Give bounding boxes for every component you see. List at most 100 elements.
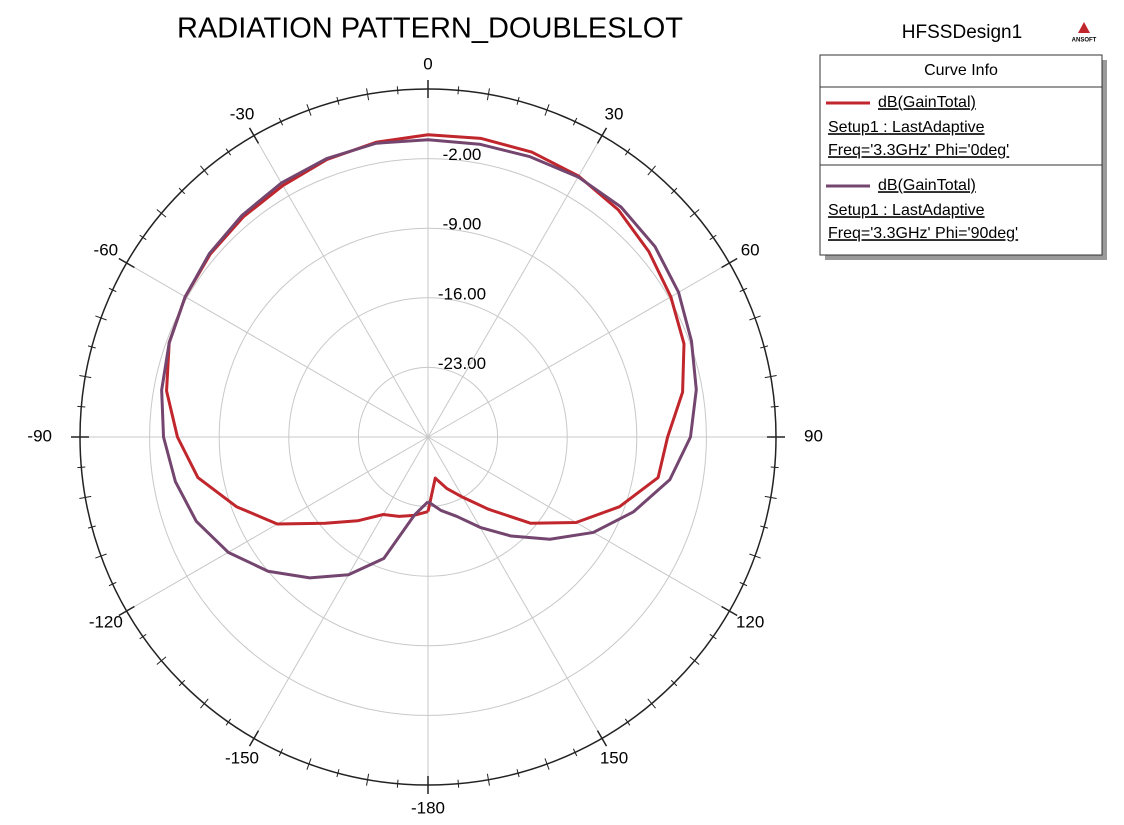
minor-tick [306,104,312,116]
minor-tick [77,405,86,408]
minor-tick [709,234,717,241]
angle-tick [248,730,260,747]
legend-label: dB(GainTotal) [878,177,976,194]
minor-tick [670,187,678,195]
minor-tick [366,88,370,101]
minor-tick [178,679,186,687]
minor-tick [647,698,656,709]
grid-spoke [427,436,603,739]
minor-tick [366,773,370,786]
minor-tick [764,375,777,379]
logo-text: ANSOFT [1072,38,1097,44]
minor-tick [200,165,209,176]
minor-tick [749,315,761,321]
grid-spoke [427,135,603,438]
minor-tick [516,769,520,778]
angle-tick [721,605,738,617]
logo-icon [1078,22,1090,33]
minor-tick [139,234,147,241]
angle-tick-label: 0 [423,54,432,73]
minor-tick [457,779,460,788]
minor-tick [95,315,107,321]
angle-tick [721,257,738,269]
minor-tick [544,758,550,770]
minor-tick [336,769,340,778]
minor-tick [709,633,717,640]
minor-tick [156,656,167,665]
minor-tick [770,405,779,408]
minor-tick [225,718,232,726]
minor-tick [739,581,748,587]
minor-tick [760,345,769,349]
minor-tick [764,495,777,499]
r-tick-label: -16.00 [438,284,486,303]
minor-tick [572,748,578,757]
legend-box [819,54,1103,256]
angle-tick-label: 120 [736,612,764,631]
angle-tick-label: 60 [741,240,760,259]
minor-tick [457,86,460,95]
minor-tick [486,773,490,786]
minor-tick [77,466,86,469]
legend-label: dB(GainTotal) [878,94,976,111]
minor-tick [108,287,117,293]
minor-tick [670,679,678,687]
minor-tick [139,633,147,640]
minor-tick [156,209,167,218]
legend-info: Freq='3.3GHz' Phi='90deg' [828,225,1018,242]
minor-tick [624,718,631,726]
minor-tick [647,165,656,176]
minor-tick [516,96,520,105]
angle-tick-label: 30 [605,104,624,123]
minor-tick [87,345,96,349]
minor-tick [95,553,107,559]
minor-tick [749,553,761,559]
angle-tick [596,127,608,144]
angle-tick [118,257,135,269]
angle-tick-label: -30 [230,104,255,123]
grid-spoke [427,436,730,612]
angle-tick-label: 150 [600,749,628,768]
angle-tick [248,127,260,144]
minor-tick [87,525,96,529]
minor-tick [79,495,92,499]
grid-spoke [126,262,429,438]
series-line [165,133,686,526]
minor-tick [689,209,700,218]
minor-tick [624,148,631,156]
minor-tick [486,88,490,101]
r-tick-label: -23.00 [438,354,486,373]
legend-title: Curve Info [924,62,998,79]
angle-tick-label: -150 [225,749,259,768]
minor-tick [689,656,700,665]
minor-tick [770,466,779,469]
angle-tick-label: -60 [94,240,119,259]
minor-tick [108,581,117,587]
minor-tick [739,287,748,293]
design-name: HFSSDesign1 [902,22,1022,43]
chart-title: RADIATION PATTERN_DOUBLESLOT [177,13,683,45]
r-tick-label: -2.00 [443,145,482,164]
minor-tick [278,748,284,757]
angle-tick [118,605,135,617]
minor-tick [572,117,578,126]
minor-tick [760,525,769,529]
r-tick-label: -9.00 [443,215,482,234]
minor-tick [336,96,340,105]
minor-tick [306,758,312,770]
angle-tick-label: 90 [804,426,823,445]
legend-info: Freq='3.3GHz' Phi='0deg' [828,142,1009,159]
minor-tick [79,375,92,379]
angle-tick-label: -90 [27,426,52,445]
legend-info: Setup1 : LastAdaptive [828,202,985,219]
angle-tick [596,730,608,747]
grid-spoke [253,436,429,739]
minor-tick [278,117,284,126]
minor-tick [178,187,186,195]
legend-info: Setup1 : LastAdaptive [828,119,985,136]
minor-tick [200,698,209,709]
series-line [160,138,698,580]
minor-tick [396,86,399,95]
minor-tick [396,779,399,788]
